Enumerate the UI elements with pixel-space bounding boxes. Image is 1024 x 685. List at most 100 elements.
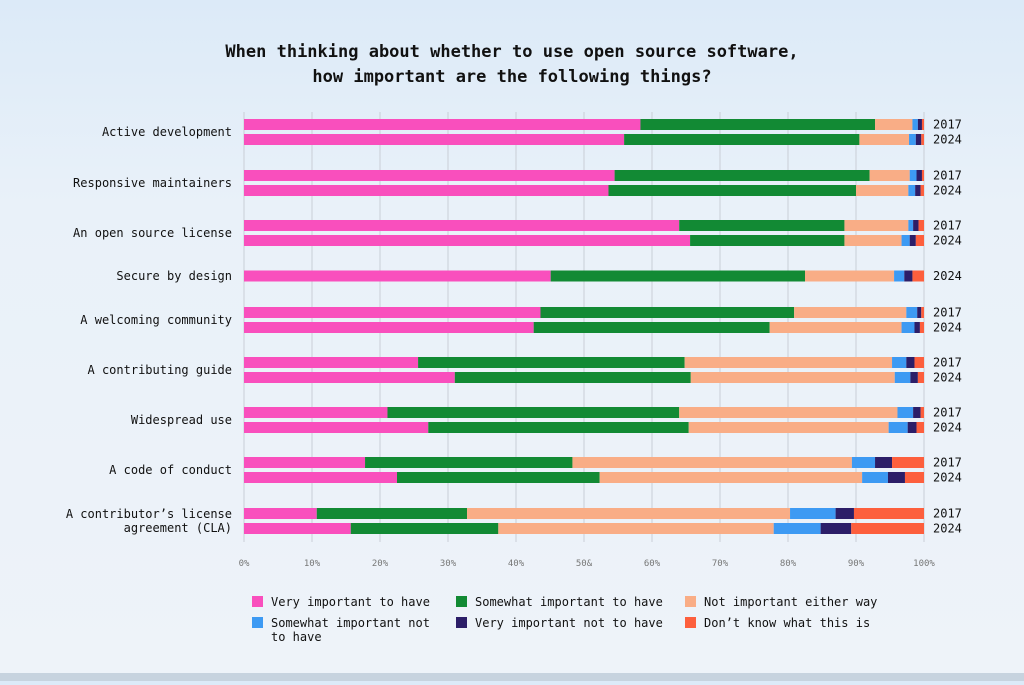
bar-segment [690, 372, 895, 383]
bar-segment [640, 119, 876, 130]
legend-label-line: to have [271, 630, 322, 644]
year-label: 2017 [933, 306, 962, 320]
x-tick-label: 50& [576, 559, 593, 569]
bar-segment [913, 220, 919, 231]
bar-segment [244, 270, 551, 282]
bar-segment [244, 185, 609, 196]
category-label-line: A contributing guide [88, 363, 233, 377]
category-label-line: A welcoming community [80, 313, 232, 327]
bar-segment [887, 472, 905, 483]
x-tick-label: 10% [304, 559, 321, 569]
bar-segment [350, 523, 499, 534]
bar-segment [316, 508, 468, 519]
legend-swatch [456, 596, 467, 607]
category-label: An open source license [73, 226, 232, 240]
bar-segment [914, 357, 924, 368]
bar-segment [921, 134, 924, 145]
bar-segment [894, 372, 911, 383]
bar-segment [904, 472, 924, 483]
legend-label: Not important either way [704, 595, 877, 609]
category-label: A contributing guide [88, 363, 233, 377]
category-label-line: agreement (CLA) [124, 521, 232, 535]
category-label-line: Secure by design [116, 269, 232, 283]
year-label: 2024 [933, 184, 962, 198]
bar-segment [920, 185, 924, 196]
bar-segment [921, 307, 924, 318]
bar-segment [856, 185, 909, 196]
legend-item: Don’t know what this is [685, 616, 870, 630]
bar-segment [397, 472, 600, 483]
year-label: 2017 [933, 169, 962, 183]
bar-segment [684, 357, 893, 368]
bar-segment [919, 322, 924, 333]
legend-label: Somewhat important not to have [271, 616, 430, 644]
year-label: 2017 [933, 456, 962, 470]
category-label-line: Active development [102, 125, 232, 139]
category-label-line: A code of conduct [109, 463, 232, 477]
bar-segment [888, 422, 908, 433]
bar-segment [907, 422, 917, 433]
bar-segment [790, 508, 836, 519]
category-label-line: Responsive maintainers [73, 176, 232, 190]
category-label: A code of conduct [109, 463, 232, 477]
bar-segment [915, 185, 921, 196]
bar-segment [910, 372, 918, 383]
bar-segment [418, 357, 685, 368]
bar-segment [914, 322, 920, 333]
bar-segment [918, 220, 924, 231]
bar-segment [909, 170, 917, 181]
bar-segment [906, 307, 918, 318]
bar-segment [244, 322, 534, 333]
bar-segment [921, 119, 924, 130]
bar-segment [769, 322, 902, 333]
bar-segment [387, 407, 680, 418]
bar-segment [467, 508, 791, 519]
chart-title-line: how important are the following things? [312, 67, 711, 87]
bar-segment [894, 270, 905, 282]
bar-segment [688, 422, 889, 433]
bar-segment [533, 322, 770, 333]
bar-segment [912, 119, 918, 130]
category-label-line: Widespread use [131, 413, 232, 427]
bar-segment [572, 457, 852, 468]
bar-segment [608, 185, 856, 196]
year-label: 2024 [933, 133, 962, 147]
category-label: A welcoming community [80, 313, 232, 327]
legend-label: Very important not to have [475, 616, 663, 630]
year-label: 2017 [933, 507, 962, 521]
x-tick-label: 90% [848, 559, 865, 569]
bar-segment [875, 457, 893, 468]
x-tick-label: 80% [780, 559, 797, 569]
category-label: A contributor’s license agreement (CLA) [66, 507, 232, 535]
x-tick-label: 30% [440, 559, 457, 569]
bar-segment [773, 523, 821, 534]
bar-segment [844, 220, 909, 231]
category-group: A contributor’s license agreement (CLA) 20… [66, 507, 962, 536]
bar-segment [915, 134, 922, 145]
bar-segment [244, 170, 615, 181]
bar-segment [862, 472, 888, 483]
bar-segment [869, 170, 910, 181]
bar-segment [920, 407, 924, 418]
bar-segment [454, 372, 691, 383]
year-label: 2017 [933, 406, 962, 420]
x-tick-label: 60% [644, 559, 661, 569]
bottom-band [0, 673, 1024, 681]
bar-segment [244, 472, 397, 483]
legend-swatch [685, 617, 696, 628]
x-tick-label: 40% [508, 559, 525, 569]
legend-label-line: Somewhat important not [271, 616, 430, 630]
bar-segment [897, 407, 914, 418]
category-group: Secure by design 2024 [116, 269, 962, 283]
legend-swatch [685, 596, 696, 607]
bar-segment [244, 508, 317, 519]
bar-segment [835, 508, 854, 519]
bar-segment [614, 170, 870, 181]
category-label: Widespread use [131, 413, 232, 427]
legend-swatch [252, 617, 263, 628]
legend-swatch [252, 596, 263, 607]
